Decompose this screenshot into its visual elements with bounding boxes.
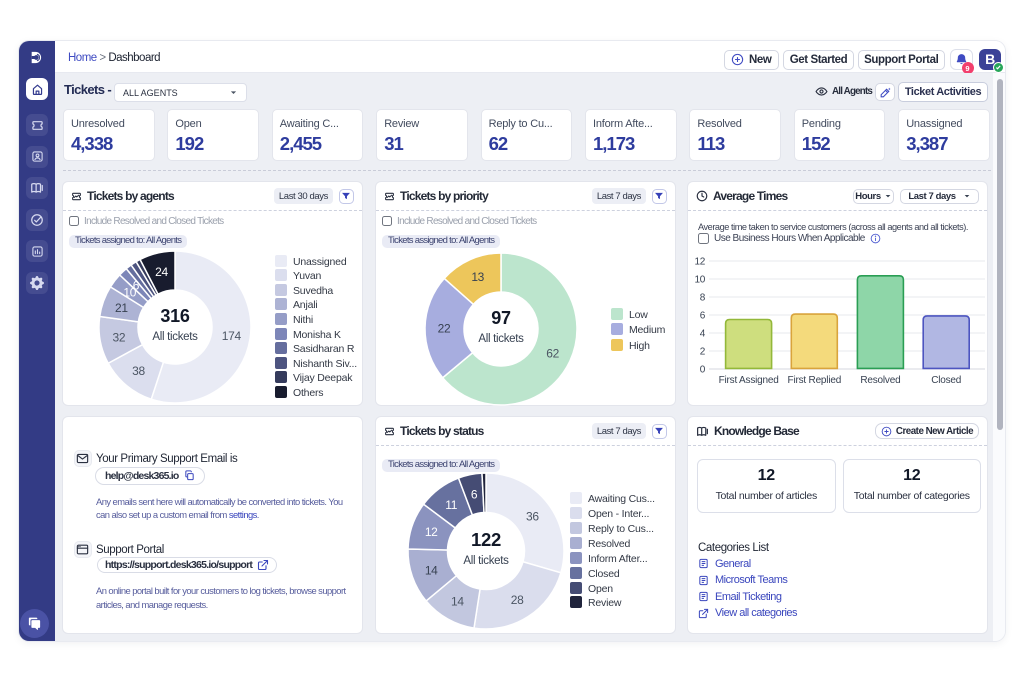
svg-text:97: 97: [491, 308, 511, 328]
svg-text:316: 316: [160, 306, 189, 326]
svg-text:All tickets: All tickets: [152, 331, 198, 343]
svg-text:36: 36: [526, 509, 539, 523]
svg-text:11: 11: [445, 498, 457, 512]
svg-text:14: 14: [451, 595, 464, 609]
svg-text:Resolved: Resolved: [860, 375, 900, 386]
svg-text:62: 62: [546, 346, 559, 360]
svg-text:28: 28: [511, 593, 524, 607]
svg-text:First Assigned: First Assigned: [719, 375, 779, 386]
svg-text:First Replied: First Replied: [788, 375, 842, 386]
svg-text:38: 38: [132, 364, 145, 378]
svg-text:All tickets: All tickets: [463, 555, 509, 567]
svg-text:14: 14: [425, 563, 438, 577]
svg-text:0: 0: [700, 365, 706, 376]
svg-text:All tickets: All tickets: [478, 333, 524, 345]
svg-text:10: 10: [123, 285, 136, 299]
svg-text:12: 12: [425, 525, 438, 539]
svg-text:4: 4: [700, 329, 706, 340]
svg-text:122: 122: [471, 529, 501, 550]
svg-text:10: 10: [694, 275, 705, 286]
svg-text:6: 6: [471, 487, 478, 501]
svg-text:2: 2: [700, 347, 706, 358]
svg-text:21: 21: [115, 301, 128, 315]
svg-text:22: 22: [438, 321, 451, 335]
svg-text:6: 6: [133, 279, 140, 293]
svg-text:Closed: Closed: [931, 375, 961, 386]
svg-text:13: 13: [471, 270, 484, 284]
svg-text:12: 12: [694, 257, 705, 268]
svg-text:32: 32: [113, 330, 126, 344]
svg-text:6: 6: [700, 311, 706, 322]
svg-text:174: 174: [222, 329, 242, 343]
svg-text:8: 8: [700, 293, 706, 304]
svg-text:24: 24: [155, 265, 168, 279]
